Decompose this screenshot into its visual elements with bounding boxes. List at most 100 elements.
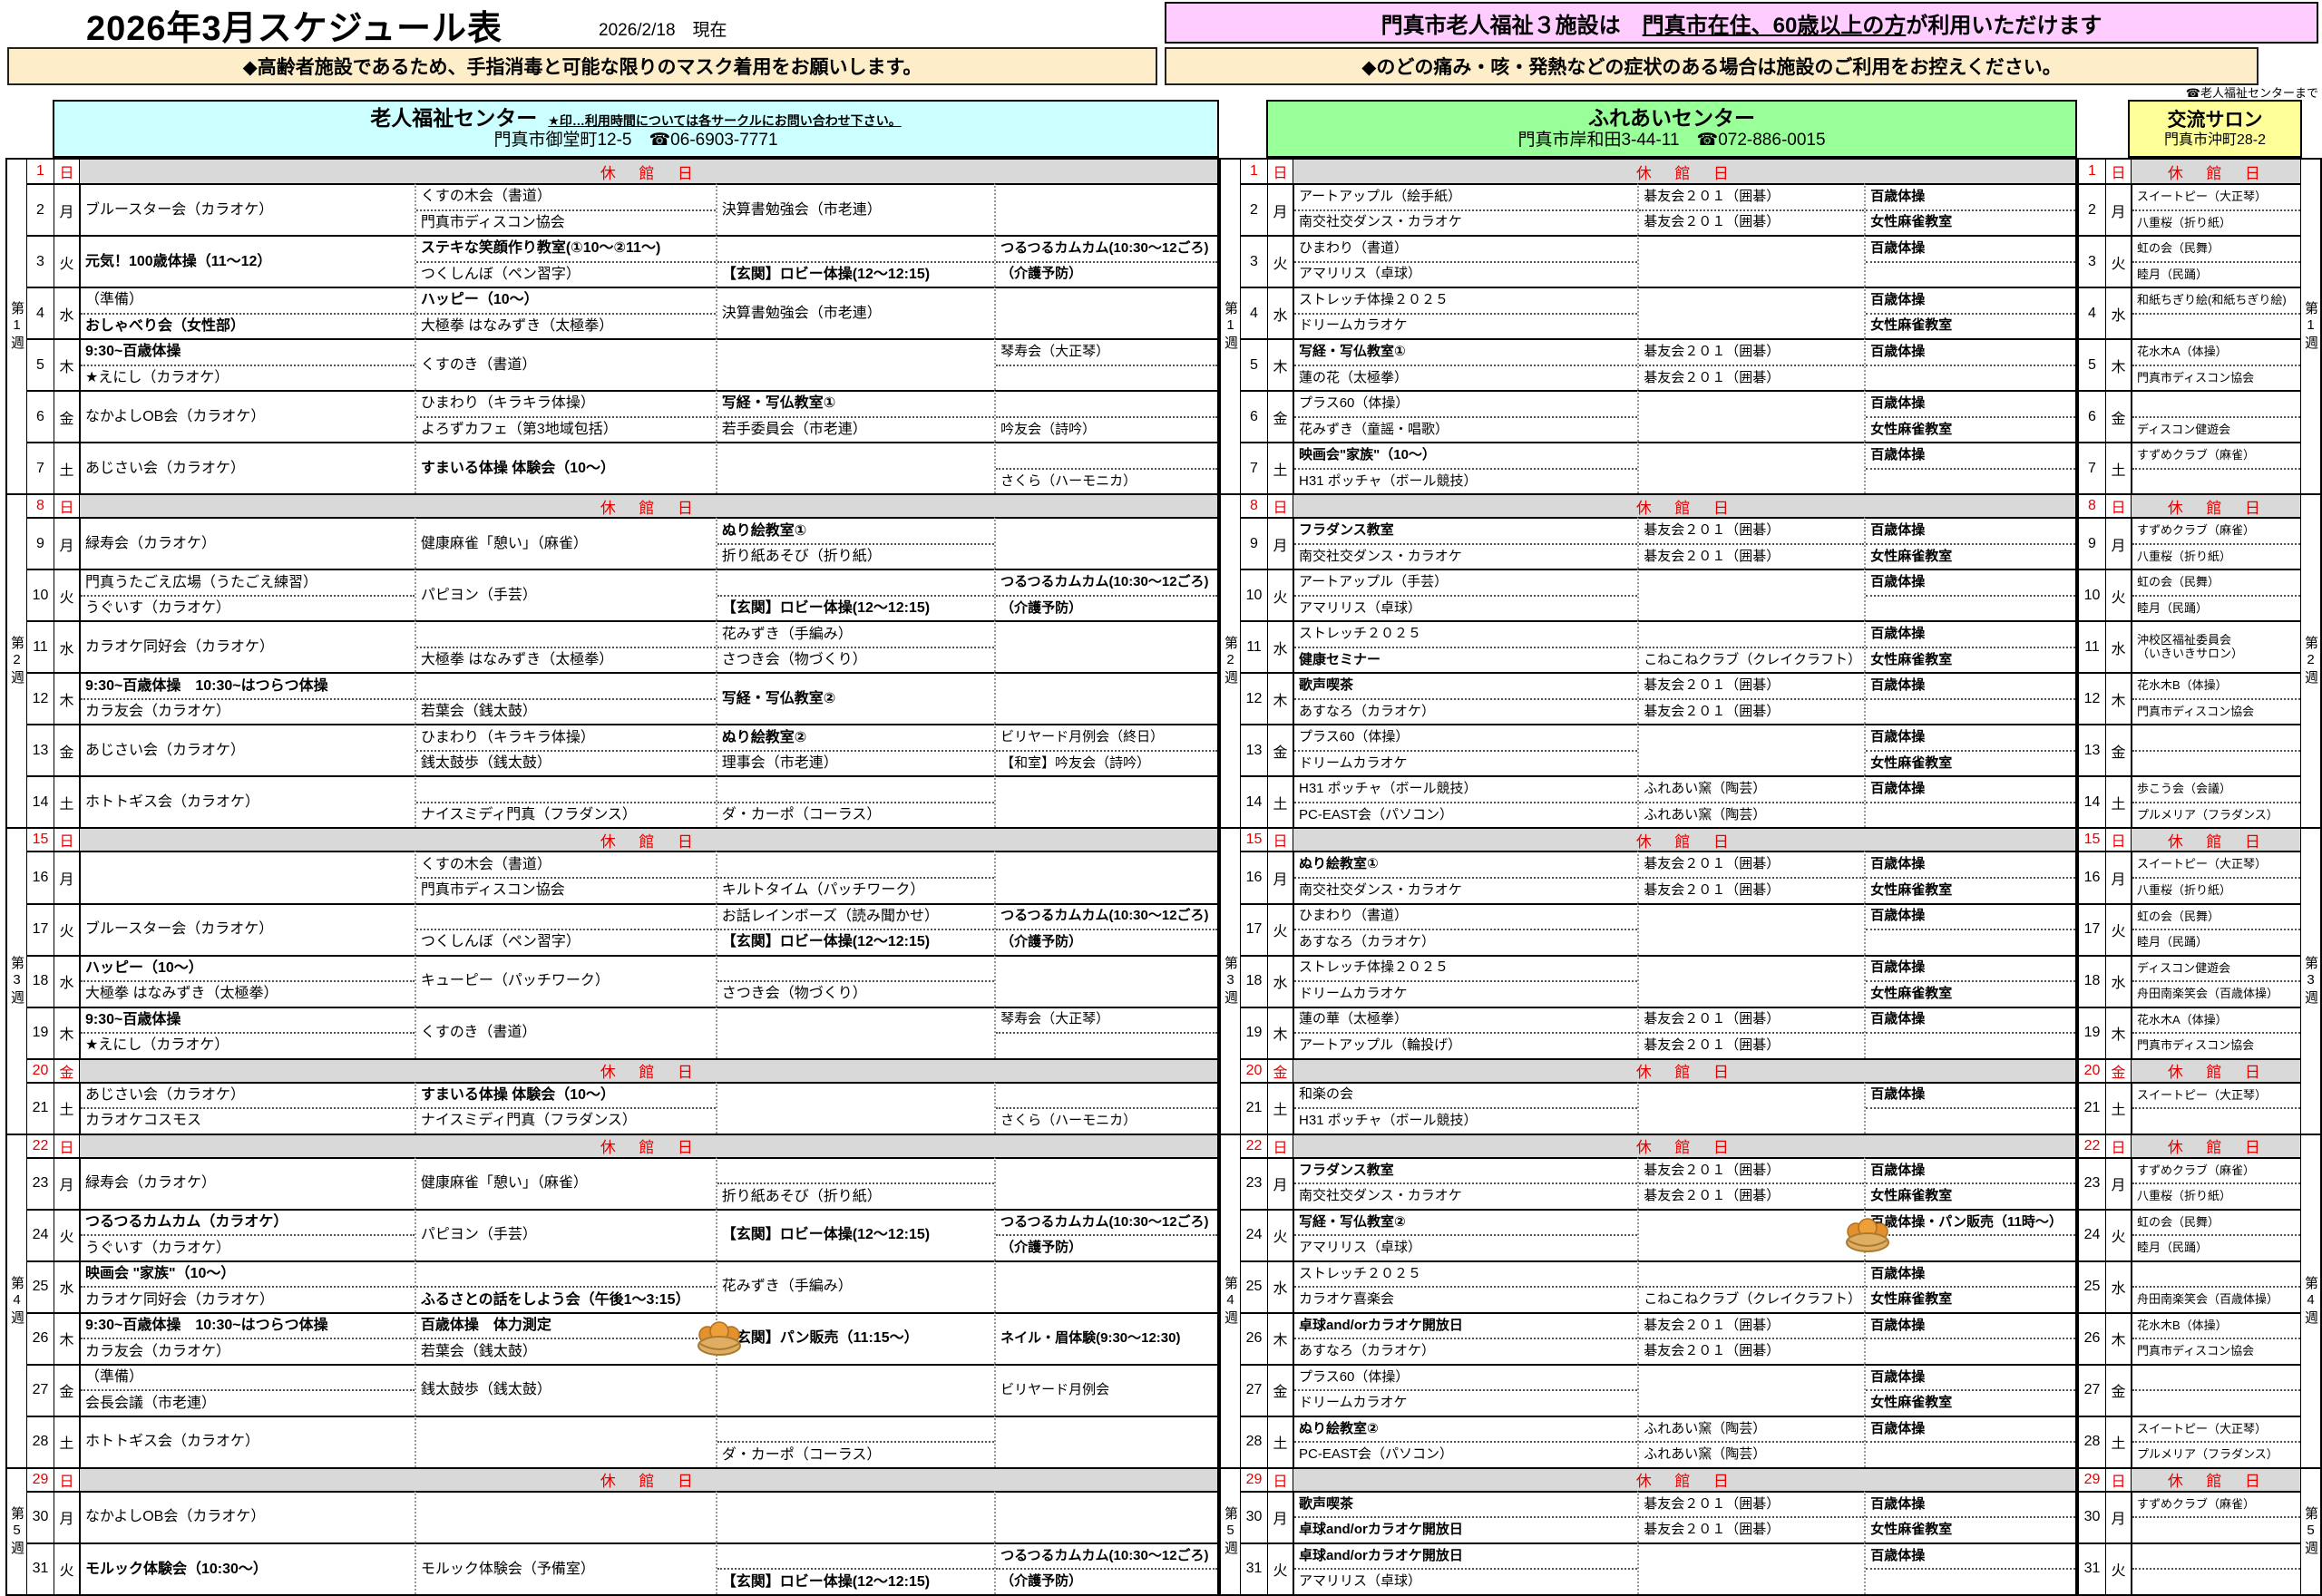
event-entry: 百歳体操 体力測定 <box>420 1318 551 1334</box>
event-entry: 女性麻雀教室 <box>1866 542 2075 569</box>
weekday-cell: 土 <box>54 1081 80 1134</box>
weekday-cell: 火 <box>2106 569 2132 621</box>
event-entry: 健康麻雀「憩い」（麻雀） <box>420 1175 588 1192</box>
event-entry <box>416 777 716 802</box>
week-label: 第5週 <box>2300 1466 2320 1594</box>
eligibility-banner: 門真市老人福祉３施設は 門真市在住、60歳以上の方 が利用いただけます <box>1165 2 2318 44</box>
event-entry: 花水木A（体操） <box>2137 1012 2228 1027</box>
event-cell: 大極拳 はなみずき（太極拳） <box>414 620 716 673</box>
event-entry: 門真市ディスコン協会 <box>2132 364 2300 391</box>
event-entry: アマリリス（卓球） <box>1294 260 1638 287</box>
event-entry: 女性麻雀教室 <box>1866 1182 2075 1209</box>
weekday-cell: 木 <box>2106 338 2132 391</box>
event-cell: 百歳体操 <box>1864 1311 2075 1364</box>
event-entry: 歌声喫茶 <box>1299 677 1354 694</box>
event-entry: パピヨン（手芸） <box>420 1227 537 1243</box>
event-cell: 琴寿会（大正琴） <box>994 338 1217 391</box>
event-entry: （準備） <box>85 1369 144 1386</box>
event-entry: 蓮の華（太極拳） <box>1299 1011 1409 1027</box>
facility-phone: ☎06-6903-7771 <box>649 131 778 151</box>
event-cell: スイートピー（大正琴） 八重桜（折り紙） <box>2132 183 2300 236</box>
event-entry: 碁友会２０１（囲碁） <box>1639 209 1865 236</box>
event-entry: さくら（ハーモニカ） <box>996 467 1217 494</box>
event-cell: ハッピー（10～） 大極拳 はなみずき（太極拳） <box>414 287 716 339</box>
weekday-cell: 日 <box>2106 160 2132 183</box>
event-entry: 百歳体操 <box>1870 1368 1926 1385</box>
event-entry: （介護予防） <box>996 260 1217 287</box>
event-cell: 百歳体操 女性麻雀教室 <box>1864 1260 2075 1312</box>
event-cell: 百歳体操 体力測定 若葉会（銭太鼓） <box>414 1311 741 1364</box>
event-entry: 映画会 "家族"（10～） <box>85 1266 236 1282</box>
event-entry: スイートピー（大正琴） <box>2137 189 2268 203</box>
closed-day-cell: 休 館 日 <box>1293 1057 2075 1082</box>
date-cell: 10 <box>2079 569 2106 621</box>
event-entry: こねこねクラブ（クレイクラフト） <box>1639 646 1865 673</box>
event-cell: 碁友会２０１（囲碁） 碁友会２０１（囲碁） <box>1637 338 1865 391</box>
event-entry: 百歳体操 <box>1870 343 1926 359</box>
event-entry <box>2132 1389 2300 1416</box>
event-entry: 百歳体操 <box>1870 1420 1926 1436</box>
event-entry: （介護予防） <box>996 1234 1217 1260</box>
date-cell: 1 <box>1241 160 1268 183</box>
weekday-cell: 月 <box>1268 183 1293 236</box>
event-entry <box>996 443 1217 468</box>
event-cell: パピヨン（手芸） <box>414 1208 716 1260</box>
event-entry: 歌声喫茶 <box>1299 1495 1354 1512</box>
event-entry: 碁友会２０１（囲碁） <box>1644 522 1781 539</box>
event-cell: フラダンス教室 南交社交ダンス・カラオケ <box>1293 517 1638 569</box>
event-cell: つるつるカムカム(10:30～12ごろ) （介護予防） <box>994 902 1217 955</box>
event-cell: 碁友会２０１（囲碁） 碁友会２０１（囲碁） <box>1637 851 1865 903</box>
event-cell: 元気！100歳体操（11～12） <box>80 235 415 287</box>
event-entry: ふれあい窯（陶芸） <box>1639 1441 1865 1467</box>
event-entry: 花みずき（手編み） <box>721 626 853 642</box>
event-cell: ひまわり（キラキラ体操） よろずカフェ（第3地域包括） <box>414 390 716 443</box>
event-cell: カラオケ同好会（カラオケ） <box>80 620 415 673</box>
event-entry: キューピー（パッチワーク） <box>420 973 610 989</box>
date-cell: 21 <box>27 1081 54 1134</box>
event-cell: ブルースター会（カラオケ） <box>80 183 415 236</box>
event-cell: H31 ポッチャ（ボール競技） PC-EAST会（パソコン） <box>1293 775 1638 828</box>
event-entry: ビリヤード月例会 <box>1000 1381 1110 1397</box>
event-cell: くすのき（書道） <box>414 1006 716 1058</box>
event-entry: さくら（ハーモニカ） <box>996 1107 1217 1134</box>
event-entry: 花みずき（手編み） <box>721 1279 853 1295</box>
event-cell: 舟田南楽笑会（百歳体操） <box>2132 1260 2300 1312</box>
event-entry: ハッピー（10～） <box>85 959 203 976</box>
weekday-cell: 月 <box>1268 851 1293 903</box>
event-entry: ふれあい窯（陶芸） <box>1639 801 1865 828</box>
weekday-cell: 木 <box>54 1006 80 1058</box>
date-cell: 12 <box>27 672 54 725</box>
event-cell: さくら（ハーモニカ） <box>994 1081 1217 1134</box>
event-cell: ブルースター会（カラオケ） <box>80 902 415 955</box>
weekday-cell: 水 <box>1268 954 1293 1007</box>
event-entry: 和楽の会 <box>1299 1086 1354 1103</box>
event-entry: すずめクラブ（麻雀） <box>2137 523 2256 538</box>
event-cell: 百歳体操 女性麻雀教室 <box>1864 851 2075 903</box>
event-entry: （介護予防） <box>996 929 1217 955</box>
weekday-cell: 火 <box>2106 902 2132 955</box>
weekday-cell: 月 <box>1268 517 1293 569</box>
date-cell: 21 <box>2079 1081 2106 1134</box>
event-cell: 花水木A（体操） 門真市ディスコン協会 <box>2132 1006 2300 1058</box>
event-entry: 女性麻雀教室 <box>1866 312 2075 339</box>
event-entry: 決算書勉強会（市老連） <box>721 201 882 218</box>
event-cell: 緑寿会（カラオケ） <box>80 1156 415 1209</box>
event-entry <box>1866 929 2075 955</box>
event-entry: 門真市ディスコン協会 <box>2132 697 2300 725</box>
event-entry: ブルースター会（カラオケ） <box>85 201 274 218</box>
date-cell: 11 <box>1241 620 1268 673</box>
event-cell: 百歳体操 <box>1864 1006 2075 1058</box>
event-entry: プラス60（体操） <box>1299 1368 1410 1385</box>
event-entry: 碁友会２０１（囲碁） <box>1644 677 1781 694</box>
event-cell: 決算書勉強会（市老連） <box>715 183 995 236</box>
weekday-cell: 月 <box>54 1156 80 1209</box>
event-entry: 女性麻雀教室 <box>1866 1516 2075 1542</box>
event-entry: アートアップル（輪投げ） <box>1294 1032 1638 1058</box>
event-entry: 【玄関】ロビー体操(12～12:15) <box>717 260 995 287</box>
date-cell: 27 <box>1241 1363 1268 1416</box>
event-entry: くすの木会（書道） <box>420 189 551 205</box>
event-entry: 緑寿会（カラオケ） <box>85 1175 217 1192</box>
event-cell: 健康麻雀「憩い」（麻雀） <box>414 1156 716 1209</box>
event-cell: モルック体験会（10:30～） <box>80 1542 415 1594</box>
closed-day-cell: 休 館 日 <box>1293 160 2075 183</box>
